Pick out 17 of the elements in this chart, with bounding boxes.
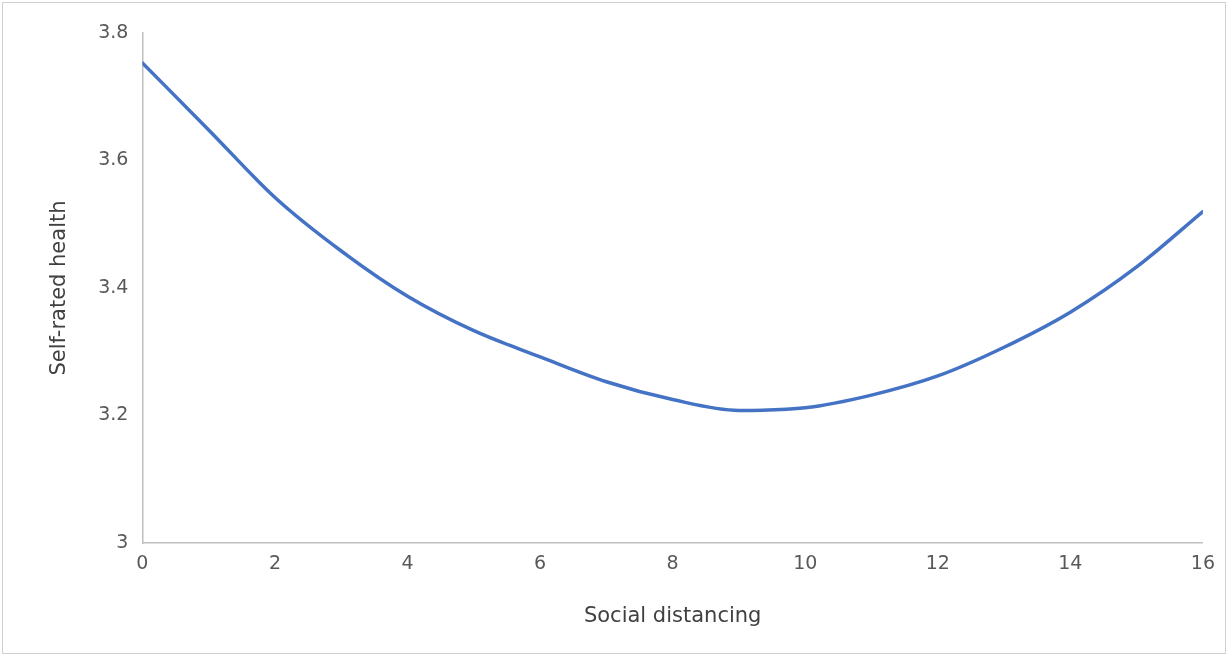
y-tick-label: 3	[116, 529, 129, 552]
x-tick-label: 16	[1190, 551, 1216, 574]
x-tick-label: 8	[666, 551, 679, 574]
x-axis-title: Social distancing	[583, 602, 762, 627]
x-tick-label: 0	[136, 551, 149, 574]
x-tick-label: 10	[793, 551, 818, 574]
line-series	[142, 61, 1203, 413]
x-tick-label: 4	[401, 551, 414, 574]
x-tick-label: 14	[1058, 551, 1083, 574]
x-tick-label: 12	[925, 551, 950, 574]
y-tick-label: 3.2	[98, 402, 129, 425]
y-tick-label: 3.6	[98, 147, 129, 170]
y-tick-label: 3.4	[98, 274, 129, 297]
x-tick-label: 6	[534, 551, 547, 574]
y-tick-label: 3.8	[98, 19, 129, 42]
x-tick-label: 2	[268, 551, 282, 574]
y-axis-title: Self-rated health	[46, 200, 71, 376]
